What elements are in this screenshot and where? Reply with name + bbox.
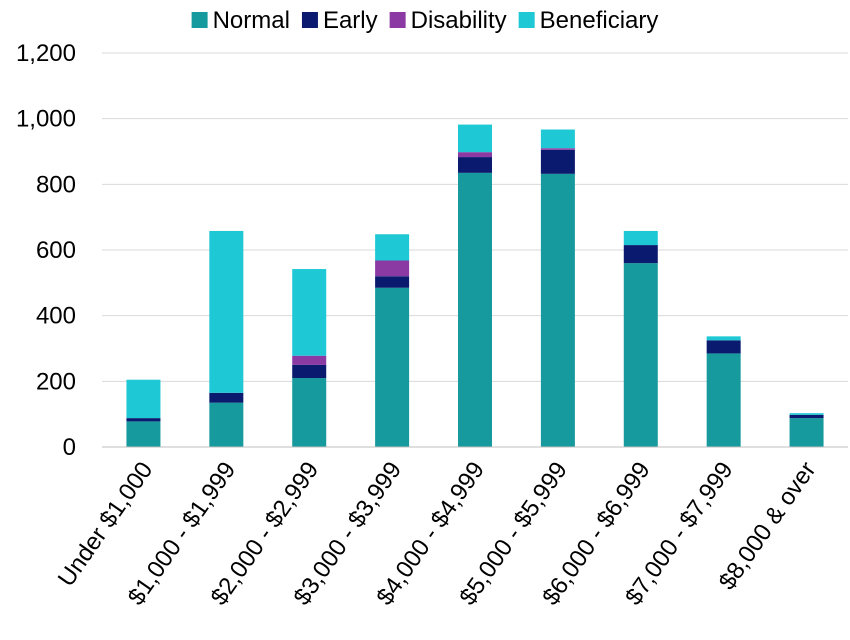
y-tick-label: 600 — [36, 237, 76, 264]
bar-beneficiary-8 — [789, 413, 824, 415]
bar-beneficiary-6 — [623, 230, 658, 246]
bar-beneficiary-1 — [209, 230, 244, 393]
legend-label-disability: Disability — [411, 7, 507, 34]
legend-item-disability: Disability — [389, 7, 507, 34]
bar-beneficiary-4 — [458, 124, 492, 153]
bar-disability-3 — [375, 260, 410, 277]
bar-disability-2 — [292, 355, 327, 365]
bar-early-7 — [706, 340, 741, 354]
y-tick-label: 200 — [36, 368, 76, 395]
bar-early-0 — [126, 418, 161, 422]
legend-label-early: Early — [323, 7, 378, 34]
bar-beneficiary-3 — [375, 234, 410, 261]
y-tick-label: 1,000 — [16, 106, 76, 133]
legend-swatch-normal — [191, 12, 208, 28]
bar-early-1 — [209, 392, 244, 403]
bar-disability-5 — [540, 148, 575, 150]
legend-item-beneficiary: Beneficiary — [518, 7, 659, 34]
y-tick-label: 800 — [36, 171, 76, 198]
bar-normal-1 — [209, 402, 244, 447]
bars — [126, 124, 824, 447]
legend-item-early: Early — [301, 7, 378, 34]
y-tick-label: 400 — [36, 303, 76, 330]
y-tick-label: 0 — [63, 434, 76, 461]
legend-item-normal: Normal — [191, 7, 290, 34]
bar-early-2 — [292, 364, 327, 379]
bar-disability-4 — [458, 152, 492, 158]
bar-early-5 — [540, 149, 575, 174]
y-tick-label: 1,200 — [16, 40, 76, 67]
bar-normal-5 — [540, 173, 575, 447]
bar-beneficiary-5 — [540, 129, 575, 149]
legend-label-beneficiary: Beneficiary — [540, 7, 659, 34]
bar-early-4 — [458, 157, 492, 173]
bar-normal-2 — [292, 378, 327, 447]
bar-early-6 — [623, 245, 658, 264]
bar-beneficiary-0 — [126, 379, 161, 419]
bar-early-3 — [375, 276, 410, 288]
bar-beneficiary-7 — [706, 336, 741, 341]
legend: Normal Early Disability Beneficiary — [191, 7, 659, 34]
legend-swatch-beneficiary — [518, 12, 535, 28]
bar-normal-6 — [623, 263, 658, 447]
bar-normal-7 — [706, 353, 741, 447]
x-axis: Under $1,000$1,000 - $1,999$2,000 - $2,9… — [53, 446, 848, 610]
bar-normal-4 — [458, 172, 492, 447]
bar-normal-3 — [375, 287, 410, 447]
bar-normal-0 — [126, 421, 161, 447]
bar-normal-8 — [789, 418, 824, 447]
legend-swatch-disability — [389, 12, 406, 28]
bar-early-8 — [789, 414, 824, 419]
y-axis: 0 200 400 600 800 1,000 1,200 — [16, 40, 76, 461]
legend-swatch-early — [301, 12, 318, 28]
legend-label-normal: Normal — [213, 7, 290, 34]
bar-beneficiary-2 — [292, 269, 327, 356]
